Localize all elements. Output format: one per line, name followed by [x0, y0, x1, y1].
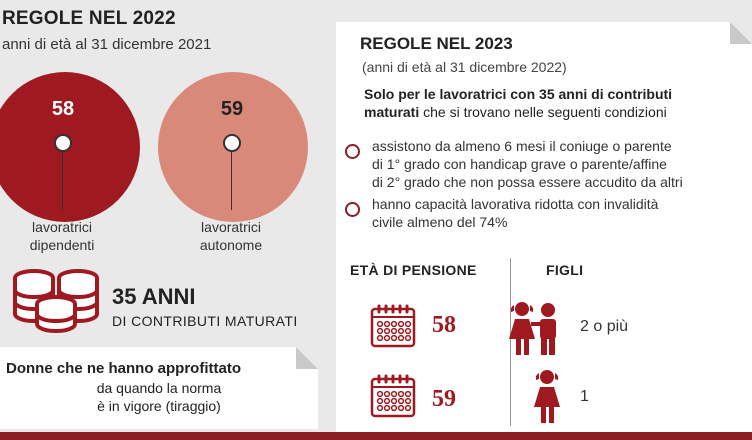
contributions-years: 35 ANNI	[112, 284, 196, 309]
condition-1-line3: di 2° grado che non possa essere accudit…	[372, 174, 683, 190]
note-line-3: è in vigore (tiraggio)	[97, 398, 221, 414]
column-header-children: FIGLI	[546, 262, 584, 278]
left-subtitle: anni di età al 31 dicembre 2021	[2, 36, 212, 53]
note-heading: Donne che ne hanno approfittato	[6, 360, 241, 377]
condition-2-line2: civile almeno del 74%	[372, 214, 508, 230]
dependent-age: 58	[51, 98, 75, 120]
pointer-line	[62, 152, 63, 210]
intro-text: Solo per le lavoratrici con 35 anni di c…	[364, 85, 724, 121]
pointer-line	[231, 152, 232, 210]
pension-age-row1: 58	[432, 312, 456, 338]
right-subtitle: (anni di età al 31 dicembre 2022)	[362, 59, 567, 75]
bullet-circle-icon	[345, 202, 360, 217]
children-row2: 1	[580, 388, 589, 405]
rules-2023-panel	[336, 22, 752, 440]
note-corner-fold	[296, 347, 318, 369]
calendar-icon	[370, 374, 416, 418]
coin-stack-icon	[13, 269, 99, 333]
self-employed-label-line1: lavoratrici	[201, 219, 261, 235]
children-row1: 2 o più	[580, 318, 629, 335]
two-children-icon	[509, 302, 556, 355]
note-line-2: da quando la norma	[96, 380, 222, 396]
pointer-dot	[54, 134, 72, 152]
contributions-caption: DI CONTRIBUTI MATURATI	[112, 313, 298, 329]
condition-item: assistono da almeno 6 mesi il coniuge o …	[372, 137, 722, 191]
calendar-icon	[370, 304, 416, 348]
column-divider	[510, 258, 511, 426]
left-title: REGOLE NEL 2022	[2, 8, 176, 29]
dependent-label-line2: dipendenti	[29, 237, 95, 253]
panel-corner-fold	[730, 22, 752, 44]
pension-age-row2: 59	[432, 386, 456, 412]
bullet-circle-icon	[345, 144, 360, 159]
condition-item: hanno capacità lavorativa ridotta con in…	[372, 195, 722, 231]
condition-2-line1: hanno capacità lavorativa ridotta con in…	[372, 196, 659, 212]
self-employed-age: 59	[220, 98, 244, 120]
note-box	[0, 347, 318, 429]
intro-rest: che si trovano nelle seguenti condizioni	[419, 104, 667, 120]
condition-1-line2: di 1° grado con handicap grave o parente…	[372, 156, 667, 172]
one-child-icon	[534, 370, 560, 423]
right-title: REGOLE NEL 2023	[360, 34, 513, 53]
column-header-age: ETÀ DI PENSIONE	[350, 262, 477, 278]
self-employed-label: lavoratrici autonome	[171, 218, 291, 254]
intro-bold: Solo per le lavoratrici con 35 anni di c…	[364, 86, 673, 120]
dependent-label: lavoratrici dipendenti	[2, 218, 122, 254]
condition-1-line1: assistono da almeno 6 mesi il coniuge o …	[372, 138, 672, 154]
self-employed-label-line2: autonome	[199, 237, 263, 253]
dependent-label-line1: lavoratrici	[32, 219, 92, 235]
bottom-accent-bar	[0, 432, 752, 440]
pointer-dot	[223, 134, 241, 152]
